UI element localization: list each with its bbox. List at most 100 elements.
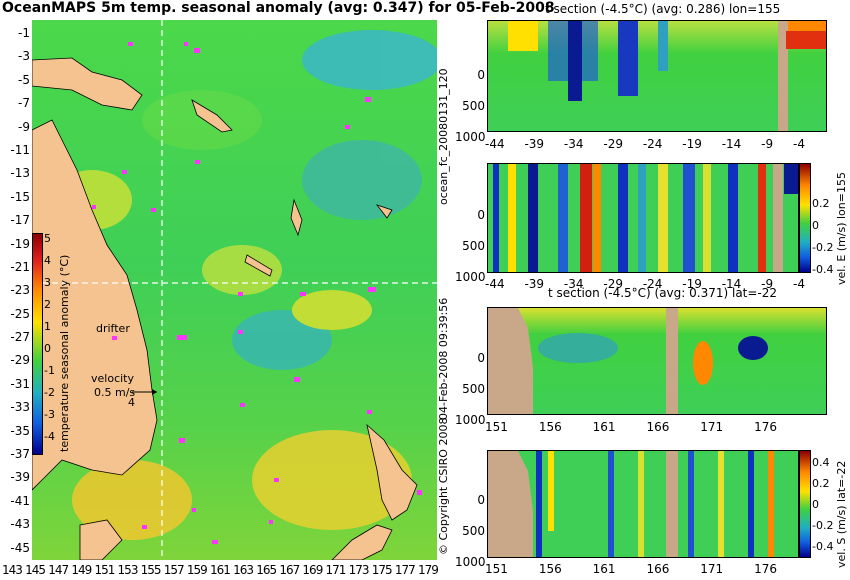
x-tick: -19 xyxy=(682,137,702,151)
x-tick: -39 xyxy=(524,137,545,151)
lat-tick: -21 xyxy=(10,259,30,274)
colorbar-tick: 5 xyxy=(44,232,51,245)
drifter-label: drifter xyxy=(96,322,130,335)
australia xyxy=(32,119,158,491)
drifter-marker xyxy=(417,490,422,495)
vel-e-colorbar-label: vel. E (m/s) lon=155 xyxy=(835,172,848,285)
drifter-marker xyxy=(179,438,185,443)
drifter-marker xyxy=(238,292,243,296)
lat-tick: -17 xyxy=(10,213,30,228)
lon-tick: 163 xyxy=(233,563,254,577)
drifter-marker xyxy=(194,48,200,53)
vel-e-colorbar xyxy=(799,163,811,273)
y-tick: 1000 xyxy=(455,555,486,569)
t-section-lon-y-axis: 0 500 1000 xyxy=(455,60,486,153)
vel-s-x-axis: 151 156 161 166 171 176 xyxy=(485,562,777,576)
lon-tick: 175 xyxy=(371,563,393,577)
lat-tick: -41 xyxy=(10,493,30,508)
y-tick: 1000 xyxy=(455,130,486,144)
colorbar-tick: 2 xyxy=(44,298,51,311)
vel-e-x-axis: -44 -39 -34 -29 -24 -19 -14 -9 -4 xyxy=(485,277,805,291)
map-colorbar-ticks: 5 4 3 2 1 0 -1 -2 -3 -4 xyxy=(44,228,55,448)
tasmania xyxy=(79,519,123,560)
fiji xyxy=(375,204,393,219)
map-colorbar-label: temperature seasonal anomaly (°C) xyxy=(58,254,71,452)
lon-tick: 155 xyxy=(140,563,162,577)
drifter-marker xyxy=(365,97,371,102)
t-section-lon-title: t section (-4.5°C) (avg: 0.286) lon=155 xyxy=(545,2,781,16)
colorbar-tick: -0.2 xyxy=(812,241,834,254)
colorbar-tick: -2 xyxy=(44,386,55,399)
lat-tick: -45 xyxy=(10,540,30,555)
drifter-marker xyxy=(184,42,188,46)
drifter-marker xyxy=(274,478,279,482)
x-tick: -24 xyxy=(642,277,663,291)
drifter-marker xyxy=(177,335,187,340)
x-tick: 166 xyxy=(646,562,670,576)
vel-e-colorbar-ticks: 0.2 0 -0.2 -0.4 xyxy=(812,193,833,281)
lat-tick: -43 xyxy=(10,517,30,532)
lat-tick: -27 xyxy=(10,330,30,345)
x-tick: 151 xyxy=(485,420,508,434)
lat-tick: -9 xyxy=(18,119,30,134)
y-tick: 1000 xyxy=(455,270,486,284)
velocity-label: velocity xyxy=(91,372,134,385)
drifter-marker xyxy=(294,377,300,382)
lon-tick: 151 xyxy=(94,563,115,577)
drifter-marker xyxy=(345,125,350,129)
velocity-value: 0.5 m/s xyxy=(94,386,136,399)
drifter-marker xyxy=(122,170,127,174)
x-tick: -14 xyxy=(721,137,742,151)
x-tick: -34 xyxy=(563,137,584,151)
vel-e-plot[interactable] xyxy=(487,163,799,273)
colorbar-tick: 4 xyxy=(44,254,51,267)
lon-tick: 167 xyxy=(279,563,300,577)
colorbar-tick: -3 xyxy=(44,408,55,421)
x-tick: -29 xyxy=(603,277,623,291)
drifter-marker xyxy=(300,292,306,296)
lat-tick: -19 xyxy=(10,236,30,251)
t-section-lat-plot[interactable] xyxy=(487,307,827,415)
lon-tick: 153 xyxy=(117,563,139,577)
x-tick: -24 xyxy=(642,137,663,151)
drifter-marker xyxy=(269,520,273,524)
new-guinea xyxy=(32,57,143,111)
land xyxy=(32,57,418,560)
map-colorbar xyxy=(32,233,43,455)
vel-s-y-axis: 0 500 1000 xyxy=(455,485,486,578)
y-tick: 0 xyxy=(477,208,485,222)
lat-tick: -1 xyxy=(18,26,30,40)
lon-tick: 143 xyxy=(2,563,23,577)
lat-tick: -25 xyxy=(10,306,30,321)
lat-tick: -13 xyxy=(10,166,30,181)
vel-s-colorbar-label: vel. S (m/s) lat=-22 xyxy=(835,460,848,568)
x-tick: -29 xyxy=(603,137,623,151)
lat-tick: -39 xyxy=(10,470,30,485)
lon-tick: 173 xyxy=(348,563,370,577)
lat-tick: -7 xyxy=(18,96,30,111)
lat-tick: -33 xyxy=(10,400,30,415)
lat-tick: -15 xyxy=(10,189,30,204)
vel-s-colorbar xyxy=(799,450,811,558)
colorbar-tick: 0 xyxy=(44,342,51,355)
lon-tick: 169 xyxy=(302,563,323,577)
vel-s-plot[interactable] xyxy=(487,450,799,558)
drifter-marker xyxy=(212,540,218,544)
velocity-value-2: 4 xyxy=(128,396,135,409)
colorbar-tick: -0.4 xyxy=(812,540,834,553)
lon-tick: 159 xyxy=(186,563,208,577)
map-lon-axis: 143 145 147 149 151 153 155 157 159 161 … xyxy=(2,563,439,577)
anomaly-map[interactable] xyxy=(32,20,437,560)
vanuatu xyxy=(290,198,303,237)
nz-south xyxy=(331,524,393,560)
colorbar-tick: -1 xyxy=(44,364,55,377)
x-tick: 166 xyxy=(646,420,670,434)
drifters xyxy=(92,42,422,544)
t-section-lat-title: t section (-4.5°C) (avg: 0.371) lat=-22 xyxy=(548,286,778,300)
lat-tick: -11 xyxy=(10,142,30,157)
drifter-legend-marker xyxy=(112,336,117,340)
colorbar-tick: 0.2 xyxy=(812,197,830,210)
map-title: OceanMAPS 5m temp. seasonal anomaly (avg… xyxy=(2,0,555,16)
t-section-lon-plot[interactable] xyxy=(487,20,827,132)
drifter-marker xyxy=(151,208,156,212)
